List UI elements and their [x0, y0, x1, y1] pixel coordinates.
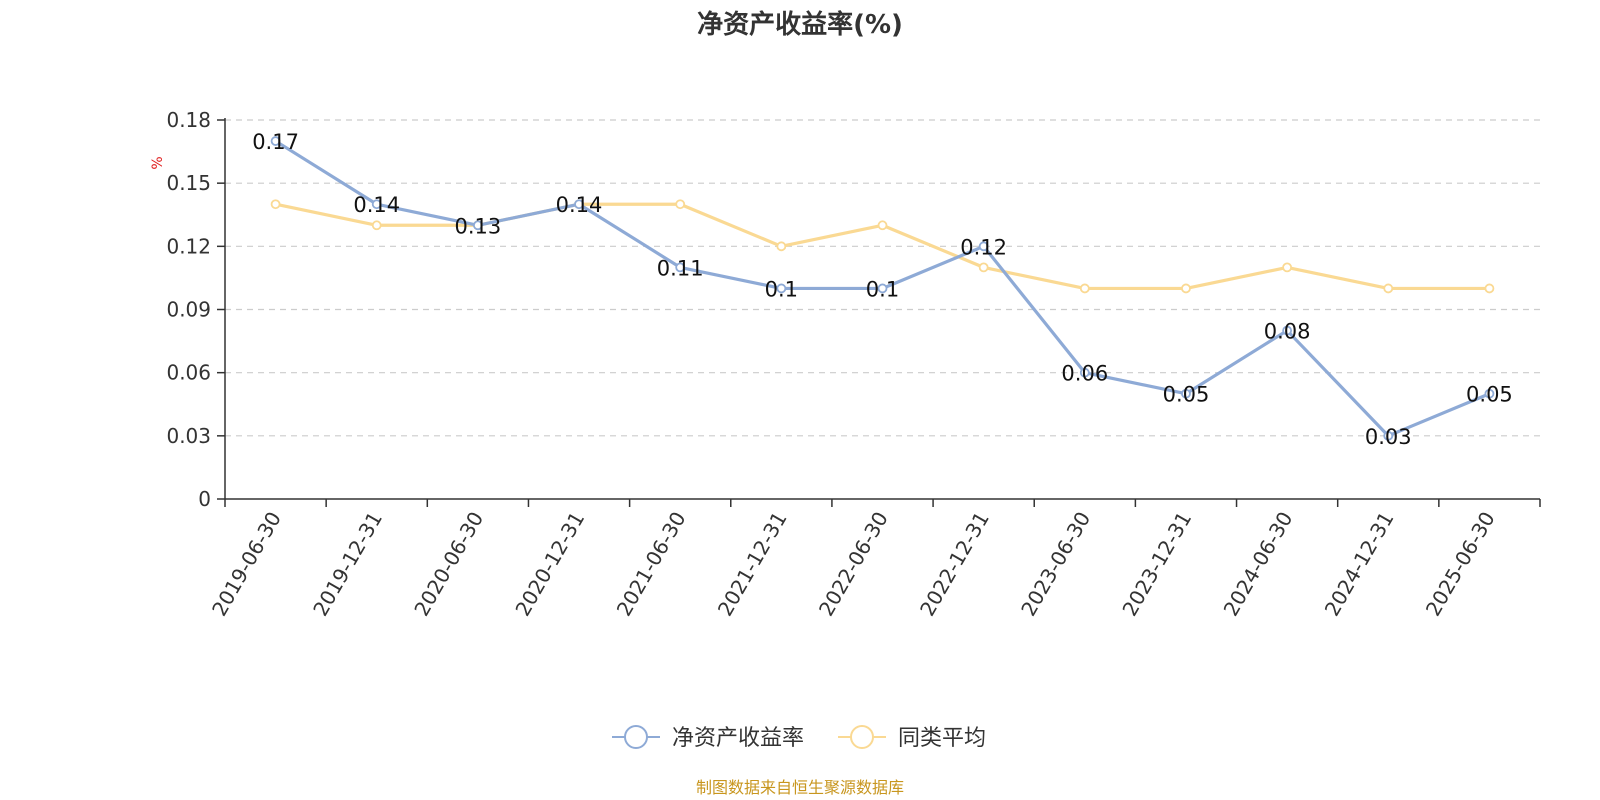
data-label: 0.14 — [353, 193, 400, 217]
data-label: 0.05 — [1466, 383, 1513, 407]
x-tick-label: 2021-12-31 — [713, 508, 792, 621]
legend-label: 同类平均 — [898, 726, 986, 751]
y-tick-label: 0.03 — [166, 424, 211, 448]
x-tick-label: 2019-06-30 — [207, 508, 286, 621]
chart-title: 净资产收益率(%) — [697, 9, 903, 40]
data-point — [1282, 325, 1293, 336]
data-label: 0.03 — [1365, 425, 1412, 449]
data-label: 0.1 — [866, 277, 899, 301]
data-label: 0.06 — [1061, 362, 1108, 386]
source-note: 制图数据来自恒生聚源数据库 — [696, 778, 904, 797]
x-tick-label: 2022-12-31 — [915, 507, 994, 620]
x-tick-label: 2022-06-30 — [814, 508, 893, 621]
data-point — [1484, 283, 1495, 294]
data-point — [1181, 388, 1191, 399]
data-point — [270, 199, 281, 210]
data-point — [1079, 283, 1090, 294]
x-tick-label: 2020-06-30 — [409, 508, 488, 621]
data-label: 0.1 — [765, 277, 798, 301]
x-tick-label: 2021-06-30 — [612, 508, 691, 621]
data-point — [675, 199, 686, 210]
x-tick-label: 2023-06-30 — [1016, 508, 1095, 621]
data-point — [1282, 262, 1293, 273]
legend-marker — [850, 725, 874, 749]
x-tick-label: 2025-06-30 — [1421, 508, 1500, 621]
legend-label: 净资产收益率 — [672, 726, 804, 751]
data-label: 0.05 — [1163, 383, 1210, 407]
data-label: 0.08 — [1264, 320, 1311, 344]
legend-marker — [624, 725, 648, 749]
data-point — [776, 283, 787, 294]
y-tick-label: 0 — [198, 487, 211, 511]
data-point — [675, 262, 686, 273]
data-point — [877, 220, 888, 231]
x-tick-label: 2019-12-31 — [308, 508, 387, 621]
legend[interactable]: 净资产收益率 同类平均 — [612, 725, 986, 751]
data-labels: 0.17 0.14 0.13 0.14 0.11 0.1 0.1 0.12 0.06 0.05 0.… — [252, 130, 1513, 449]
data-point — [877, 283, 888, 294]
data-point — [1383, 283, 1394, 294]
data-point — [1383, 430, 1394, 441]
data-point — [1181, 283, 1191, 294]
data-point — [1079, 367, 1090, 378]
legend-item-1[interactable]: 同类平均 — [838, 725, 986, 751]
y-tick-label: 0.12 — [166, 234, 211, 258]
data-point — [776, 241, 787, 252]
data-point — [978, 241, 989, 252]
y-tick-label: 0.06 — [166, 361, 211, 385]
data-point — [978, 262, 989, 273]
y-tick-label: 0.09 — [166, 298, 211, 322]
y-axis-label: % — [150, 156, 166, 169]
y-tick-label: 0.15 — [166, 171, 211, 195]
x-tick-label: 2020-12-31 — [510, 508, 589, 621]
legend-item-0[interactable]: 净资产收益率 — [612, 725, 804, 751]
data-label: 0.11 — [657, 256, 704, 280]
data-point — [1484, 388, 1495, 399]
y-axis: 0 0.03 0.06 0.09 0.12 0.15 0.18 — [166, 108, 226, 511]
x-tick-label: 2023-12-31 — [1117, 508, 1196, 621]
series-group — [270, 136, 1495, 441]
data-point — [270, 136, 281, 146]
data-point — [472, 220, 483, 231]
data-label: 0.17 — [252, 130, 299, 154]
data-point — [371, 199, 382, 210]
data-label: 0.12 — [960, 235, 1007, 259]
data-point — [574, 199, 584, 210]
data-label: 0.13 — [455, 214, 502, 238]
x-axis: 2019-06-30 2019-12-31 2020-06-30 2020-12-31… — [207, 498, 1541, 621]
x-tick-label: 2024-12-31 — [1320, 508, 1399, 621]
x-tick-label: 2024-06-30 — [1219, 508, 1298, 621]
data-label: 0.14 — [556, 193, 603, 217]
y-tick-label: 0.18 — [166, 108, 211, 132]
data-point — [371, 220, 382, 231]
